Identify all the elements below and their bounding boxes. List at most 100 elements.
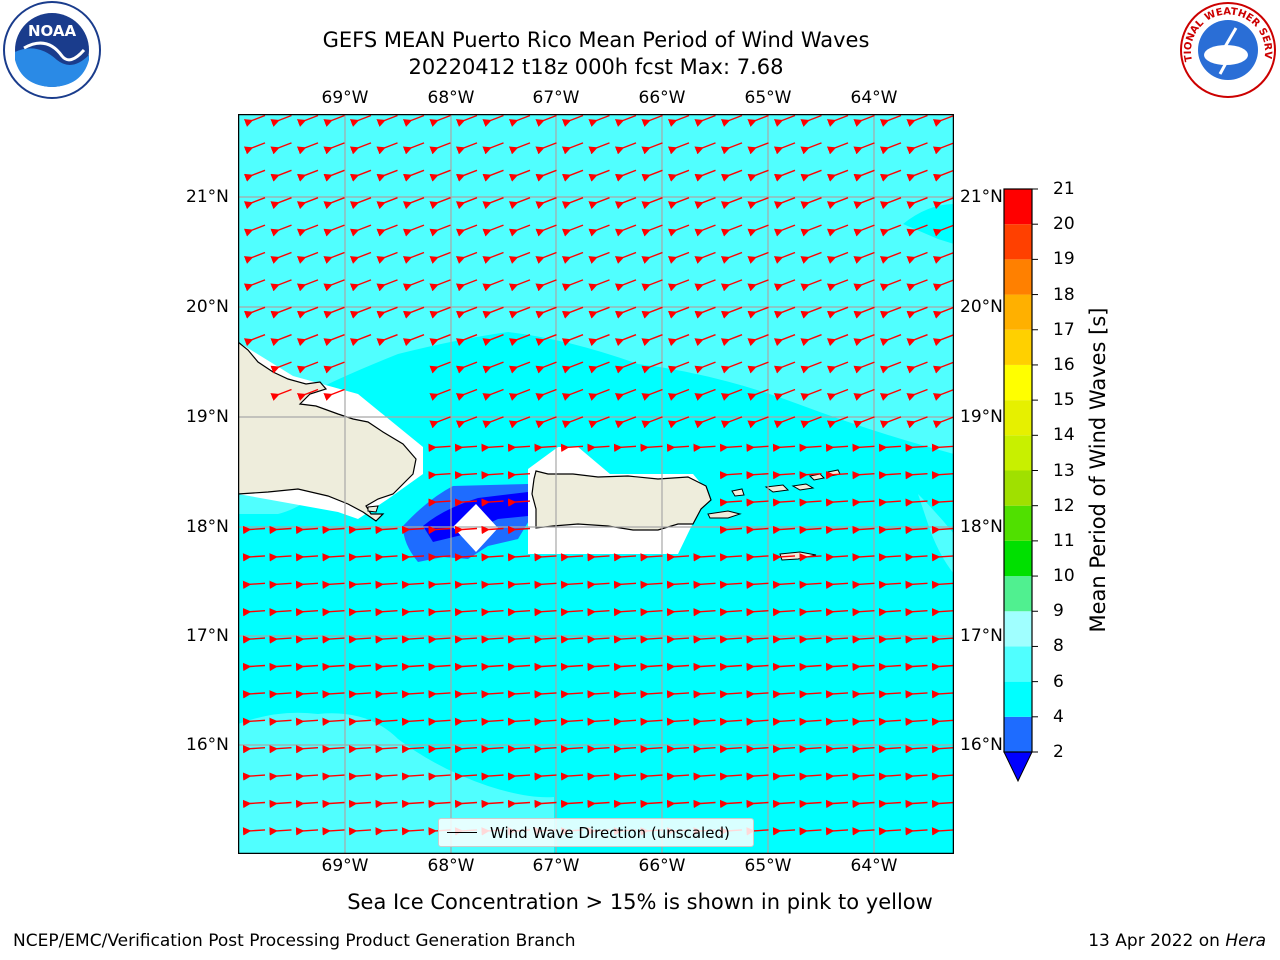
wind-wave-arrow	[906, 416, 928, 429]
wind-wave-arrow	[825, 553, 849, 562]
wind-wave-arrow	[799, 553, 822, 562]
wind-wave-arrow	[269, 553, 292, 562]
wind-wave-arrow	[694, 169, 716, 182]
wind-wave-arrow	[905, 827, 928, 836]
wind-wave-arrow	[799, 662, 822, 672]
colorbar-tick-label: 14	[1053, 425, 1075, 446]
wind-wave-arrow	[906, 334, 928, 347]
wind-wave-arrow	[693, 799, 716, 809]
wind-wave-arrow	[666, 744, 690, 754]
wind-wave-arrow	[747, 279, 769, 292]
wind-wave-arrow	[402, 334, 425, 347]
wind-wave-arrow	[906, 306, 928, 319]
wind-wave-arrow	[825, 717, 849, 726]
wind-wave-arrow	[349, 169, 372, 182]
wind-wave-arrow	[535, 388, 557, 401]
lon-label-top: 67°W	[532, 88, 580, 108]
wind-wave-arrow	[428, 607, 451, 617]
wind-wave-arrow	[243, 142, 266, 155]
wind-wave-arrow	[878, 553, 902, 562]
wind-wave-arrow	[454, 443, 478, 452]
wind-wave-arrow	[772, 827, 796, 836]
wind-wave-arrow	[296, 224, 319, 237]
wind-wave-arrow	[560, 799, 584, 809]
wind-wave-arrow	[853, 114, 875, 127]
wind-wave-arrow	[719, 498, 743, 507]
wind-wave-arrow	[296, 334, 319, 347]
wind-wave-arrow	[270, 251, 292, 264]
lon-label-bottom: 66°W	[638, 856, 686, 876]
wind-wave-arrow	[693, 772, 716, 781]
wind-wave-arrow	[587, 635, 610, 644]
wind-wave-arrow	[454, 772, 478, 781]
wind-wave-arrow	[429, 224, 451, 237]
wind-wave-arrow	[561, 197, 584, 210]
wind-wave-arrow	[270, 197, 292, 210]
wind-wave-arrow	[640, 607, 663, 617]
wind-wave-arrow	[852, 827, 875, 836]
lon-label-bottom: 64°W	[850, 856, 898, 876]
wind-wave-arrow	[825, 744, 849, 754]
wind-wave-arrow	[508, 251, 531, 264]
wind-wave-arrow	[534, 717, 557, 726]
colorbar-tick-label: 9	[1053, 601, 1064, 622]
wind-wave-arrow	[561, 334, 584, 347]
lat-label-right: 17°N	[960, 626, 1003, 646]
wind-wave-arrow	[932, 169, 954, 182]
wind-wave-arrow	[508, 416, 531, 429]
wind-wave-arrow	[747, 361, 769, 374]
wind-wave-arrow	[588, 251, 610, 264]
wind-wave-arrow	[878, 744, 902, 754]
wind-wave-arrow	[534, 690, 557, 699]
wind-wave-arrow	[375, 827, 398, 836]
wind-wave-arrow	[348, 744, 372, 754]
wind-wave-arrow	[613, 580, 637, 589]
wind-wave-arrow	[507, 717, 531, 726]
wind-wave-arrow	[270, 142, 292, 155]
footer-date-text: 13 Apr 2022 on	[1088, 931, 1220, 951]
wind-wave-arrow	[454, 690, 478, 699]
land-puerto-rico	[531, 470, 712, 531]
wind-wave-arrow	[270, 279, 292, 292]
wind-wave-arrow	[800, 361, 822, 374]
wind-wave-arrow	[322, 553, 345, 562]
wind-wave-arrows	[242, 114, 954, 836]
wind-wave-arrow	[931, 607, 954, 617]
wind-wave-arrow	[429, 142, 451, 155]
land-hispaniola	[238, 341, 417, 522]
wind-wave-arrow	[561, 251, 584, 264]
wind-wave-arrow	[535, 251, 557, 264]
wind-wave-arrow	[507, 553, 531, 562]
wind-wave-arrow	[482, 224, 504, 237]
wind-wave-arrow	[747, 416, 769, 429]
wind-wave-arrow	[242, 799, 266, 809]
wind-wave-arrow	[322, 744, 345, 754]
wind-wave-arrow	[799, 827, 822, 836]
wind-wave-arrow	[269, 744, 292, 754]
wind-wave-arrow	[826, 114, 849, 127]
wind-wave-arrow	[560, 443, 584, 452]
wind-wave-arrow	[905, 690, 928, 699]
wind-wave-arrow	[375, 607, 398, 617]
wind-wave-arrow	[931, 635, 954, 644]
wind-wave-arrow	[826, 416, 849, 429]
wind-wave-arrow	[243, 251, 266, 264]
wind-wave-arrow	[401, 662, 425, 672]
wind-wave-arrow	[826, 224, 849, 237]
wind-wave-arrow	[508, 224, 531, 237]
wind-wave-arrow	[799, 690, 822, 699]
wind-wave-arrow	[853, 197, 875, 210]
wind-wave-arrow	[640, 635, 663, 644]
wind-wave-arrow	[481, 553, 504, 562]
wind-wave-arrow	[401, 553, 425, 562]
colorbar-tick-label: 8	[1053, 636, 1064, 657]
wind-wave-arrow	[560, 553, 584, 562]
lat-label-right: 16°N	[960, 735, 1003, 755]
wind-wave-arrow	[694, 279, 716, 292]
wind-wave-arrow	[825, 525, 849, 535]
wind-wave-arrow	[349, 334, 372, 347]
wind-wave-arrow	[747, 306, 769, 319]
wind-wave-arrow	[376, 306, 398, 319]
wind-wave-arrow	[747, 334, 769, 347]
wind-wave-arrow	[746, 772, 769, 781]
